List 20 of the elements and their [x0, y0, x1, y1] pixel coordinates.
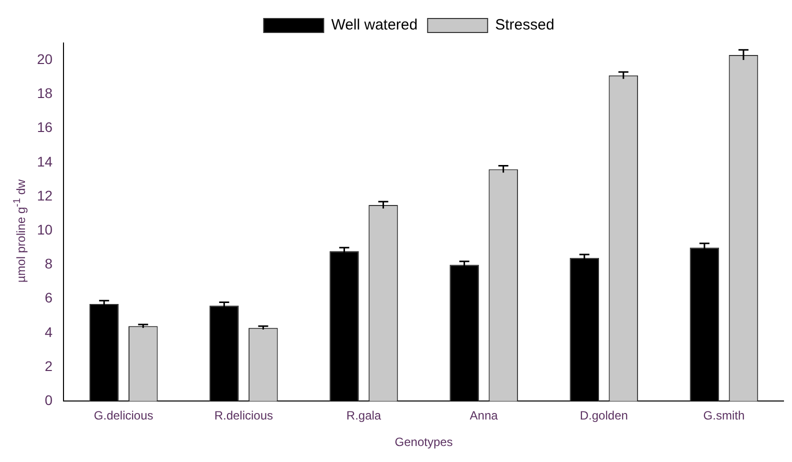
y-tick-label: 18	[36, 85, 53, 102]
x-tick-label: Anna	[470, 408, 498, 423]
y-tick-label: 16	[36, 119, 53, 136]
y-tick-label: 2	[44, 358, 53, 374]
legend-label: Well watered	[331, 16, 418, 34]
legend-label: Stressed	[495, 16, 554, 34]
y-tick-label: 12	[36, 187, 53, 204]
y-tick-label: 20	[36, 50, 53, 67]
x-tick-label: R.gala	[346, 408, 382, 423]
x-tick-label: D.golden	[580, 408, 628, 423]
y-tick-label: 0	[44, 392, 53, 408]
y-tick-label: 14	[36, 153, 53, 170]
y-tick-label: 8	[44, 256, 53, 272]
x-tick-label: G.smith	[703, 408, 745, 423]
y-tick-label: 6	[44, 290, 53, 306]
x-tick-label: R.delicious	[214, 408, 274, 423]
y-tick-label: 10	[36, 221, 53, 238]
x-tick-label: G.delicious	[94, 408, 154, 423]
x-axis-title: Genotypes	[394, 435, 453, 450]
y-tick-label: 4	[44, 324, 53, 340]
